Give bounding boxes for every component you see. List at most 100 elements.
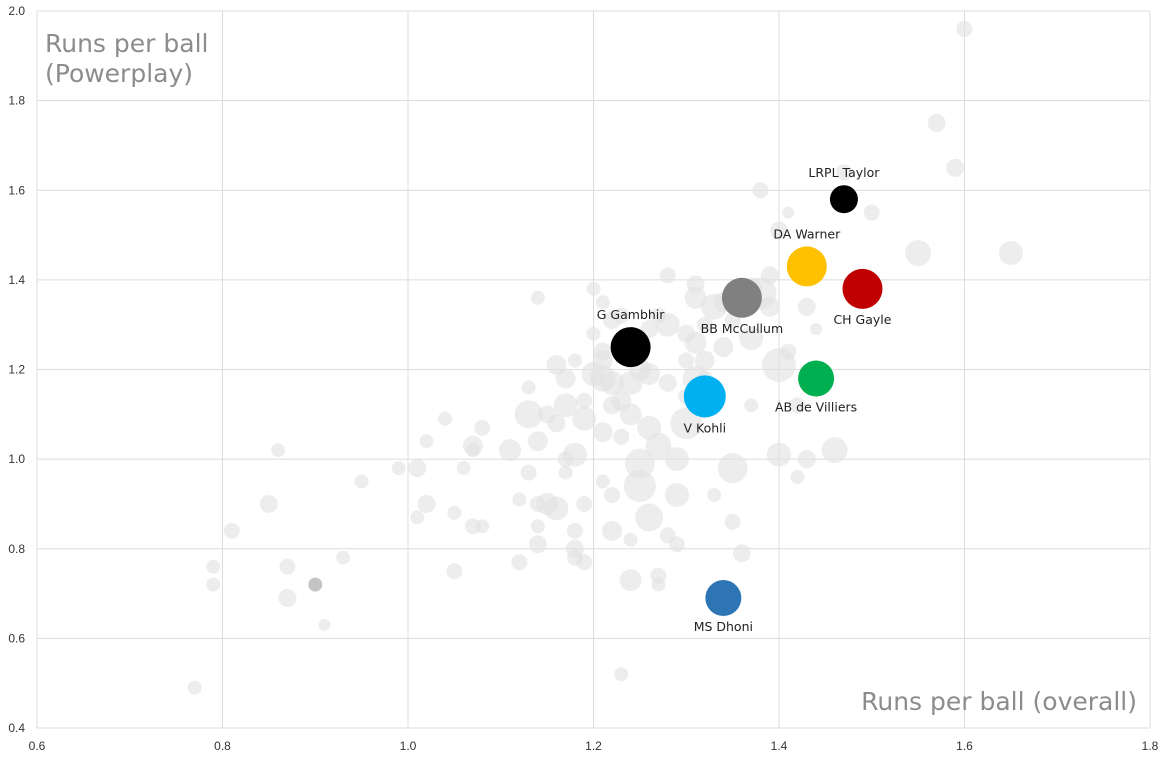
- background-points: [187, 20, 1023, 695]
- background-point: [946, 158, 965, 177]
- background-point: [613, 428, 630, 445]
- background-point: [614, 667, 629, 682]
- point-label: BB McCullum: [701, 321, 783, 336]
- background-point: [456, 461, 471, 476]
- background-point: [527, 431, 548, 452]
- background-point: [613, 307, 630, 324]
- background-point: [684, 331, 707, 354]
- background-point: [586, 326, 601, 341]
- background-point: [724, 513, 741, 530]
- background-point: [863, 204, 880, 221]
- background-point: [187, 680, 202, 695]
- background-point: [623, 532, 638, 547]
- background-point: [259, 494, 278, 513]
- background-point: [417, 494, 436, 513]
- highlighted-point: [842, 268, 883, 309]
- background-point: [547, 414, 566, 433]
- background-point: [595, 295, 610, 310]
- background-point: [576, 495, 593, 512]
- background-point: [664, 447, 689, 472]
- background-point: [678, 352, 695, 369]
- background-point: [600, 370, 625, 395]
- background-point: [206, 577, 221, 592]
- background-point: [770, 221, 788, 240]
- background-point: [694, 350, 715, 371]
- background-point: [514, 400, 543, 429]
- y-tick-label: 1.4: [8, 273, 25, 287]
- x-tick-label: 0.8: [214, 739, 231, 753]
- background-point: [318, 618, 331, 631]
- background-point: [744, 398, 759, 413]
- highlighted-point: [786, 246, 827, 287]
- background-point: [553, 393, 578, 418]
- y-axis-title-line-2: (Powerplay): [45, 59, 193, 88]
- highlighted-labels: LRPL Taylor DA Warner CH Gayle BB McCullum G…: [597, 165, 892, 634]
- point-label: CH Gayle: [833, 312, 891, 327]
- background-point: [572, 406, 597, 431]
- y-axis-title-line-1: Runs per ball: [45, 29, 208, 58]
- background-point: [645, 432, 672, 459]
- background-point: [670, 407, 703, 440]
- background-point: [408, 459, 427, 478]
- background-point: [623, 470, 656, 503]
- background-point: [780, 343, 797, 360]
- highlighted-point: [721, 277, 762, 318]
- background-point: [576, 554, 593, 571]
- background-point: [760, 266, 779, 285]
- background-point: [797, 297, 816, 316]
- background-point: [520, 464, 537, 481]
- background-point: [998, 240, 1023, 265]
- y-tick-label: 1.0: [8, 452, 25, 466]
- background-point: [602, 520, 623, 541]
- background-point: [566, 522, 583, 539]
- x-tick-label: 1.6: [956, 739, 973, 753]
- background-point: [308, 577, 323, 592]
- background-point: [279, 558, 296, 575]
- x-tick-label: 1.0: [400, 739, 417, 753]
- background-point: [562, 442, 587, 467]
- background-point: [604, 486, 621, 503]
- background-point: [782, 206, 795, 219]
- x-tick-label: 0.6: [29, 739, 46, 753]
- background-point: [619, 403, 642, 426]
- background-point: [555, 368, 576, 389]
- background-point: [821, 437, 848, 464]
- background-point: [475, 519, 490, 534]
- background-point: [521, 380, 536, 395]
- background-point: [391, 461, 406, 476]
- highlighted-point: [798, 360, 835, 397]
- background-point: [810, 323, 823, 336]
- background-point: [474, 419, 491, 436]
- background-point: [530, 519, 545, 534]
- background-point: [410, 510, 425, 525]
- background-point: [752, 182, 769, 199]
- point-label: DA Warner: [773, 226, 841, 241]
- background-point: [499, 439, 522, 462]
- background-point: [684, 286, 707, 309]
- background-point: [576, 392, 593, 409]
- background-point: [927, 114, 946, 133]
- point-label: G Gambhir: [597, 307, 666, 322]
- y-tick-label: 0.8: [8, 542, 25, 556]
- background-point: [956, 20, 973, 37]
- background-point: [638, 362, 661, 385]
- x-tick-label: 1.4: [771, 739, 788, 753]
- highlighted-point: [683, 375, 726, 418]
- x-tick-label: 1.2: [585, 739, 602, 753]
- y-tick-label: 1.6: [8, 183, 25, 197]
- highlighted-point: [705, 580, 742, 617]
- background-point: [707, 487, 722, 502]
- background-point: [655, 312, 680, 337]
- y-tick-label: 1.8: [8, 94, 25, 108]
- x-tick-label: 1.8: [1142, 739, 1159, 753]
- background-point: [658, 373, 677, 392]
- background-point: [438, 411, 453, 426]
- background-point: [696, 316, 713, 333]
- background-point: [797, 450, 816, 469]
- background-point: [558, 465, 573, 480]
- background-point: [732, 544, 751, 563]
- background-point: [619, 569, 642, 592]
- background-point: [530, 290, 545, 305]
- point-label: LRPL Taylor: [808, 165, 880, 180]
- background-point: [905, 239, 932, 266]
